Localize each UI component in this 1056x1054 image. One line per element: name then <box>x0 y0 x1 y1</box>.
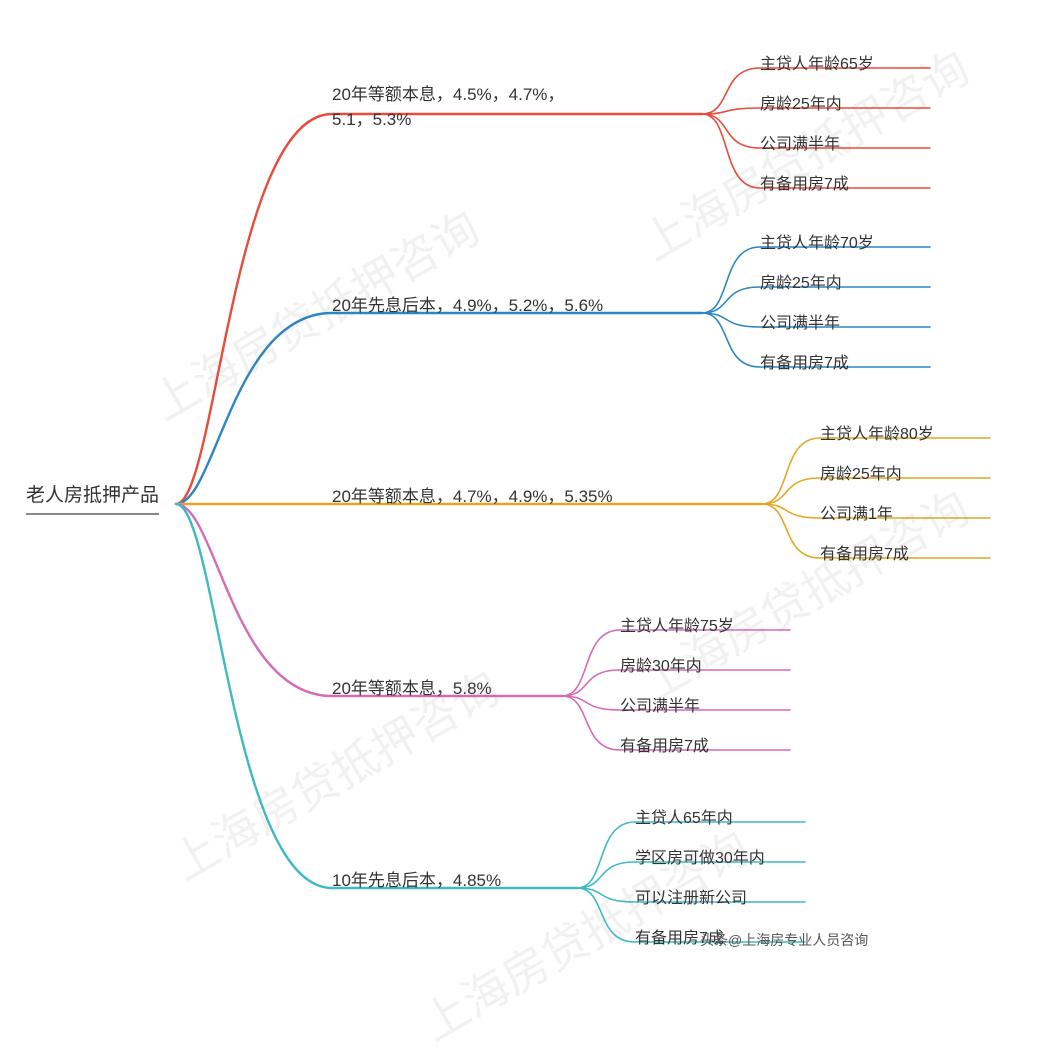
leaf-node: 有备用房7成 <box>760 347 849 375</box>
branch-node: 10年先息后本，4.85% <box>332 862 501 895</box>
leaf-node: 学区房可做30年内 <box>635 842 765 870</box>
leaf-node: 主贷人年龄75岁 <box>620 610 734 638</box>
leaf-node: 有备用房7成 <box>820 538 909 566</box>
root-node: 老人房抵押产品 <box>26 474 159 515</box>
leaf-node: 房龄25年内 <box>760 267 842 295</box>
leaf-node: 房龄30年内 <box>620 650 702 678</box>
attribution-text: 头条@上海房专业人员咨询 <box>700 930 868 950</box>
leaf-node: 房龄25年内 <box>760 88 842 116</box>
leaf-node: 主贷人年龄70岁 <box>760 227 874 255</box>
branch-node: 20年等额本息，4.7%，4.9%，5.35% <box>332 478 613 511</box>
leaf-node: 房龄25年内 <box>820 458 902 486</box>
leaf-node: 可以注册新公司 <box>635 882 747 910</box>
leaf-node: 有备用房7成 <box>760 168 849 196</box>
leaf-node: 主贷人65年内 <box>635 802 733 830</box>
leaf-node: 公司满半年 <box>760 128 840 156</box>
leaf-node: 公司满半年 <box>620 690 700 718</box>
leaf-node: 主贷人年龄65岁 <box>760 48 874 76</box>
branch-node: 20年等额本息，5.8% <box>332 670 492 703</box>
branch-node: 20年等额本息，4.5%，4.7%，5.1，5.3% <box>332 76 702 134</box>
branch-node: 20年先息后本，4.9%，5.2%，5.6% <box>332 287 603 320</box>
leaf-node: 主贷人年龄80岁 <box>820 418 934 446</box>
leaf-node: 有备用房7成 <box>620 730 709 758</box>
leaf-node: 公司满1年 <box>820 498 893 526</box>
leaf-node: 公司满半年 <box>760 307 840 335</box>
